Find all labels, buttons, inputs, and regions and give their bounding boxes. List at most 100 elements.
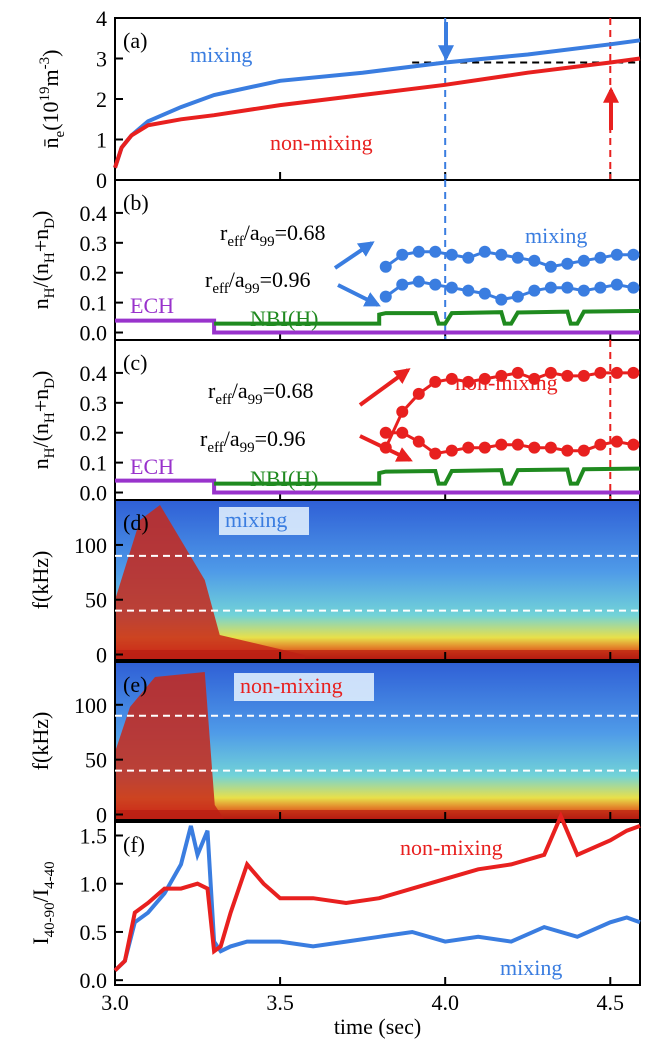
- text-part: =0.68: [263, 378, 314, 403]
- text-part: eff: [212, 281, 228, 297]
- data-point: [462, 251, 475, 264]
- data-point: [396, 426, 409, 439]
- data-point: [462, 375, 475, 388]
- text-part: (10: [38, 101, 63, 130]
- text-part: 4-40: [42, 861, 58, 889]
- annotation: ECH: [130, 454, 174, 479]
- text-part: n̄: [38, 137, 63, 148]
- y-tick-label: 2: [96, 87, 107, 112]
- data-point: [412, 245, 425, 258]
- text-part: non-mixing: [270, 130, 373, 155]
- spectrogram-floor: [115, 650, 640, 660]
- data-point: [561, 281, 574, 294]
- text-part: =0.96: [255, 426, 306, 451]
- text-part: /a: [232, 378, 248, 403]
- series-line: [384, 371, 634, 449]
- data-point: [445, 444, 458, 457]
- data-point: [594, 438, 607, 451]
- text-part: 99: [240, 440, 255, 456]
- panel-frame: [114, 499, 641, 661]
- data-point: [544, 260, 557, 273]
- y-tick-label: 1: [96, 128, 107, 153]
- data-point: [462, 441, 475, 454]
- text-part: e: [52, 130, 68, 137]
- data-point: [445, 248, 458, 261]
- text-part: 99: [260, 234, 275, 250]
- text-part: r: [205, 267, 213, 292]
- annotation: non-mixing: [240, 673, 343, 698]
- data-point: [495, 248, 508, 261]
- text-part: r: [200, 426, 208, 451]
- data-point: [627, 438, 640, 451]
- data-point: [610, 248, 623, 261]
- annotation: mixing: [190, 42, 252, 67]
- y-tick-label: 0.0: [80, 968, 108, 993]
- data-point: [577, 254, 590, 267]
- y-tick-label: 0.3: [80, 391, 108, 416]
- data-point: [577, 284, 590, 297]
- annotation: NBI(H): [250, 466, 318, 491]
- text-part: 99: [245, 281, 260, 297]
- data-point: [429, 245, 442, 258]
- series-line: [214, 466, 641, 486]
- panel-label: (a): [123, 28, 147, 53]
- data-point: [627, 248, 640, 261]
- series-line: [385, 431, 634, 456]
- arrow: [337, 283, 381, 307]
- annotation: mixing: [525, 223, 587, 248]
- series-line: [115, 478, 640, 495]
- data-point: [577, 444, 590, 457]
- data-point: [412, 275, 425, 288]
- panel-label: (f): [123, 832, 145, 857]
- data-point: [511, 438, 524, 451]
- text-part: n: [28, 298, 53, 309]
- panel-label: (d): [123, 510, 149, 535]
- data-point: [429, 447, 442, 460]
- text-part: eff: [227, 234, 243, 250]
- data-point: [478, 441, 491, 454]
- y-tick-label: 100: [74, 533, 107, 558]
- text-part: NBI(H): [250, 466, 318, 491]
- text-part: D: [42, 378, 58, 389]
- text-part: f(kHz): [28, 551, 53, 610]
- text-part: 40-90: [42, 902, 58, 937]
- data-point: [627, 366, 640, 379]
- arrow: [359, 434, 413, 462]
- text-part: H: [42, 447, 58, 458]
- y-tick-label: 0: [96, 168, 107, 193]
- annotation: reff/a99=0.68: [220, 220, 326, 250]
- data-point: [478, 372, 491, 385]
- data-point: [544, 281, 557, 294]
- text-part: r: [220, 220, 228, 245]
- y-tick-label: 0.3: [80, 231, 108, 256]
- data-point: [412, 387, 425, 400]
- panel-frame: [114, 821, 641, 986]
- data-point: [610, 366, 623, 379]
- x-axis-label: time (sec): [334, 1014, 421, 1039]
- y-tick-label: 0.1: [80, 291, 108, 316]
- y-axis-label: nH/(nH+nD): [28, 371, 58, 470]
- x-tick-label: 4.0: [431, 990, 459, 1015]
- data-point: [544, 366, 557, 379]
- data-point: [429, 375, 442, 388]
- data-point: [379, 426, 392, 439]
- data-point: [594, 366, 607, 379]
- annotation: reff/a99=0.96: [200, 426, 306, 456]
- y-axis-label: f(kHz): [28, 551, 53, 610]
- x-tick-label: 3.0: [101, 990, 129, 1015]
- data-point: [594, 251, 607, 264]
- panel-label: (b): [123, 190, 149, 215]
- data-point: [511, 290, 524, 303]
- annotation: ECH: [130, 293, 174, 318]
- data-point: [396, 405, 409, 418]
- arrow: [333, 241, 375, 270]
- y-tick-label: 0.4: [80, 361, 108, 386]
- data-point: [610, 435, 623, 448]
- text-part: H: [42, 412, 58, 423]
- data-point: [610, 278, 623, 291]
- y-axis-label: nH/(nH+nD): [28, 211, 58, 310]
- data-point: [396, 278, 409, 291]
- spectrogram-burst: [115, 505, 305, 660]
- text-part: mixing: [190, 42, 252, 67]
- y-axis-label: I40-90/I4-40: [28, 861, 58, 944]
